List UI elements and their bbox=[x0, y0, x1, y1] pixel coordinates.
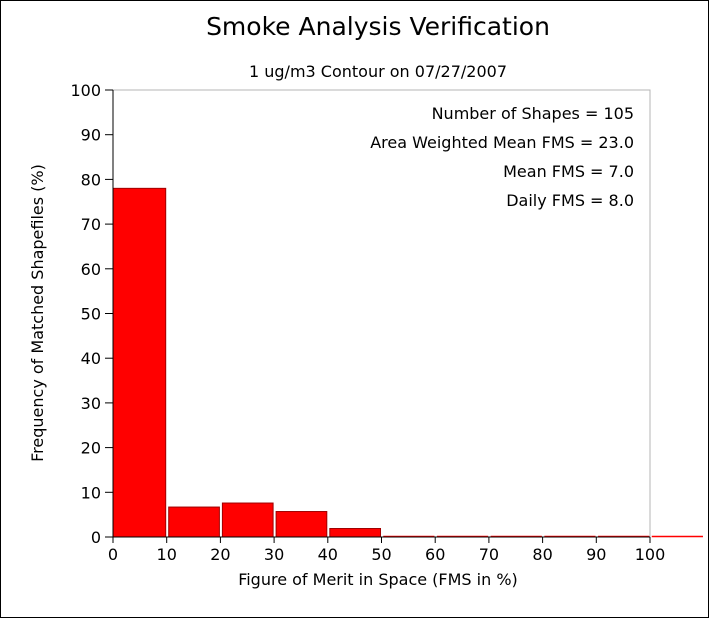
annotation-area-weighted-mean: Area Weighted Mean FMS = 23.0 bbox=[370, 133, 634, 152]
x-tick-label: 10 bbox=[157, 545, 177, 564]
axes bbox=[112, 90, 650, 538]
x-tick-label: 100 bbox=[635, 545, 666, 564]
histogram-bar bbox=[329, 528, 381, 538]
bar-series bbox=[112, 187, 703, 538]
y-ticks: 0 10 20 30 40 50 60 70 80 90 100 bbox=[70, 81, 113, 547]
chart-subtitle: 1 ug/m3 Contour on 07/27/2007 bbox=[249, 62, 507, 81]
histogram-bar bbox=[112, 187, 167, 538]
x-tick-label: 80 bbox=[532, 545, 552, 564]
y-tick-label: 10 bbox=[81, 483, 101, 502]
x-tick-label: 70 bbox=[479, 545, 499, 564]
x-tick-label: 90 bbox=[586, 545, 606, 564]
stats-annotations: Number of Shapes = 105 Area Weighted Mea… bbox=[370, 104, 634, 210]
x-tick-label: 20 bbox=[210, 545, 230, 564]
y-tick-label: 30 bbox=[81, 394, 101, 413]
histogram-bar bbox=[651, 535, 703, 538]
y-tick-label: 40 bbox=[81, 349, 101, 368]
y-axis-label: Frequency of Matched Shapefiles (%) bbox=[28, 164, 47, 462]
x-tick-label: 0 bbox=[108, 545, 118, 564]
x-axis-label: Figure of Merit in Space (FMS in %) bbox=[238, 570, 518, 589]
x-tick-label: 50 bbox=[371, 545, 391, 564]
annotation-mean-fms: Mean FMS = 7.0 bbox=[503, 162, 634, 181]
y-tick-label: 20 bbox=[81, 439, 101, 458]
x-ticks: 0 10 20 30 40 50 60 70 80 90 100 bbox=[108, 537, 665, 564]
y-tick-label: 90 bbox=[81, 126, 101, 145]
y-tick-label: 100 bbox=[70, 81, 101, 100]
y-tick-label: 50 bbox=[81, 305, 101, 324]
y-tick-label: 80 bbox=[81, 170, 101, 189]
y-tick-label: 60 bbox=[81, 260, 101, 279]
histogram-bar bbox=[275, 511, 328, 538]
annotation-daily-fms: Daily FMS = 8.0 bbox=[506, 191, 634, 210]
x-tick-label: 40 bbox=[318, 545, 338, 564]
y-tick-label: 70 bbox=[81, 215, 101, 234]
x-tick-label: 60 bbox=[425, 545, 445, 564]
histogram-bar bbox=[221, 502, 274, 538]
x-tick-label: 30 bbox=[264, 545, 284, 564]
chart-title: Smoke Analysis Verification bbox=[206, 12, 550, 41]
histogram-bar bbox=[168, 506, 220, 538]
plot-area bbox=[112, 89, 651, 538]
annotation-number-of-shapes: Number of Shapes = 105 bbox=[432, 104, 634, 123]
y-tick-label: 0 bbox=[91, 528, 101, 547]
